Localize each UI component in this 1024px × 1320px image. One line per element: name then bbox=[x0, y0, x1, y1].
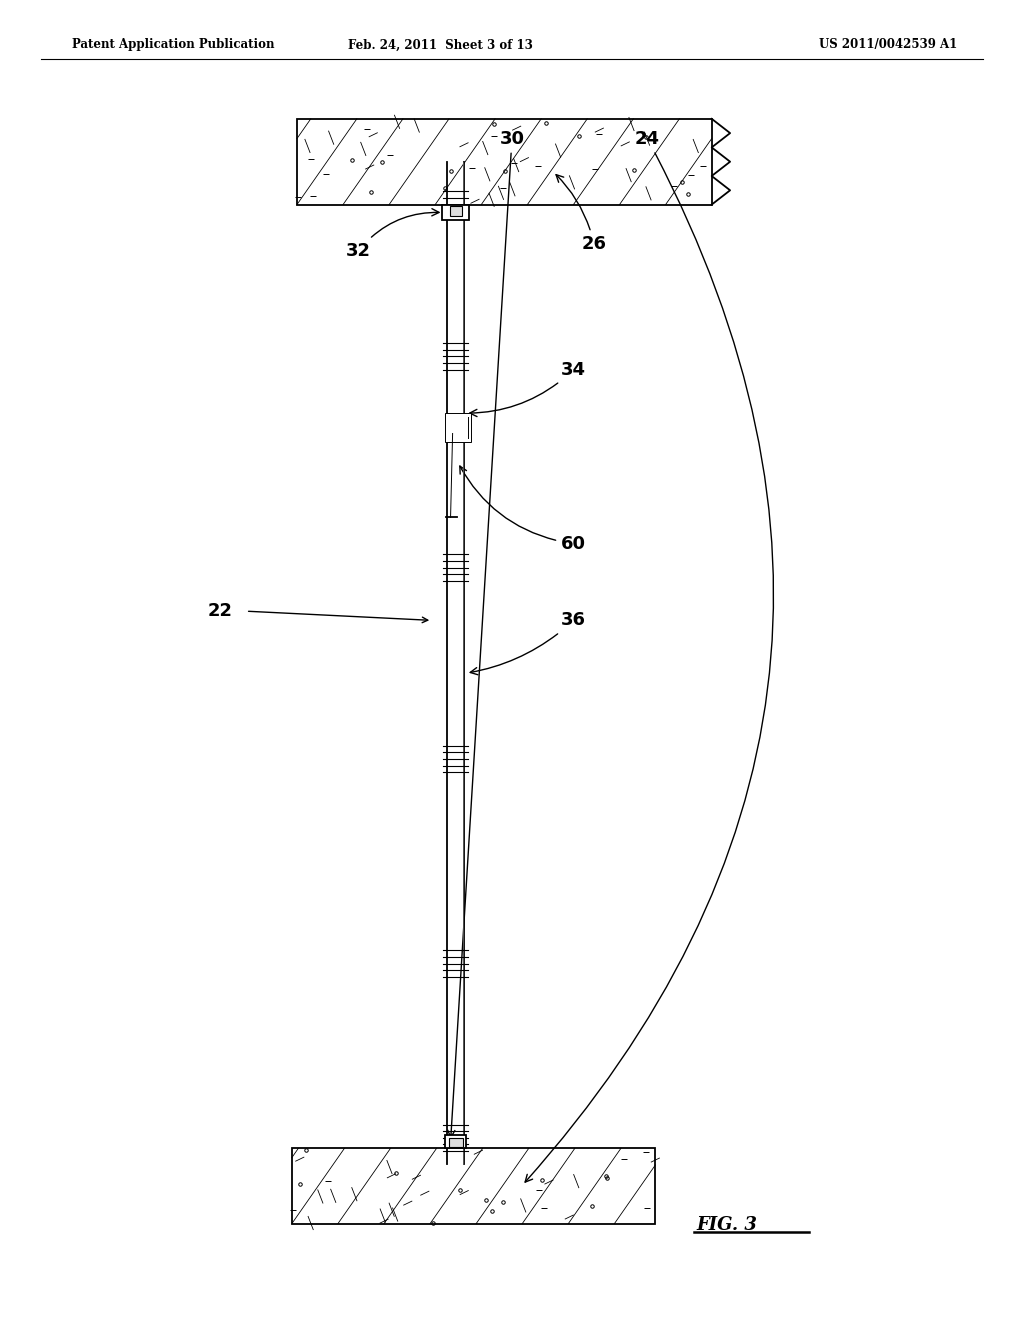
Text: 30: 30 bbox=[447, 129, 524, 1138]
Bar bbox=[450, 206, 462, 216]
Text: 32: 32 bbox=[346, 209, 439, 260]
Text: FIG. 3: FIG. 3 bbox=[696, 1216, 757, 1234]
Text: 60: 60 bbox=[460, 466, 586, 553]
Bar bbox=[292, 1148, 655, 1224]
Bar bbox=[445, 413, 471, 442]
Bar bbox=[449, 1138, 463, 1147]
Text: 36: 36 bbox=[470, 611, 586, 675]
Bar bbox=[442, 205, 469, 220]
Text: 24: 24 bbox=[525, 129, 773, 1183]
Text: 26: 26 bbox=[556, 174, 606, 253]
Text: Feb. 24, 2011  Sheet 3 of 13: Feb. 24, 2011 Sheet 3 of 13 bbox=[348, 38, 532, 51]
Text: US 2011/0042539 A1: US 2011/0042539 A1 bbox=[819, 38, 957, 51]
Bar bbox=[297, 119, 712, 205]
Text: 22: 22 bbox=[208, 602, 232, 620]
Text: 34: 34 bbox=[470, 360, 586, 417]
Text: Patent Application Publication: Patent Application Publication bbox=[72, 38, 274, 51]
Bar bbox=[445, 1135, 466, 1148]
